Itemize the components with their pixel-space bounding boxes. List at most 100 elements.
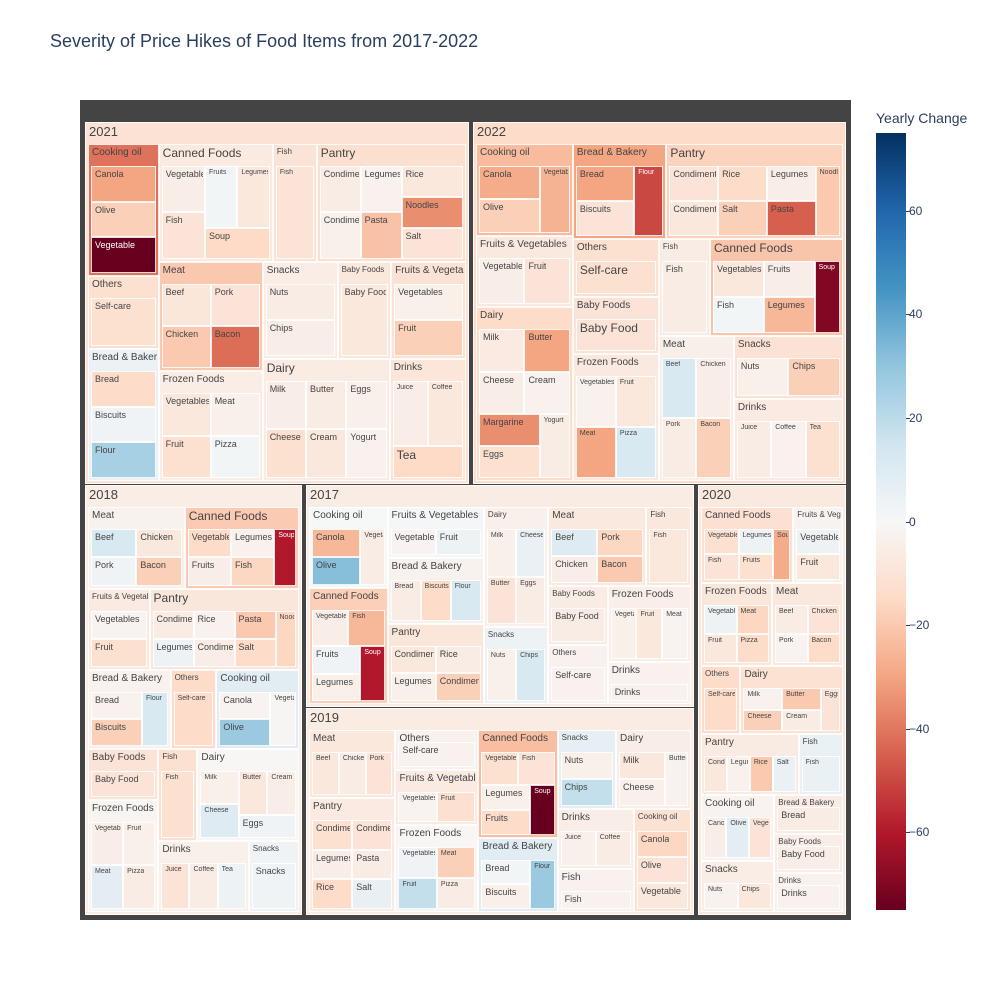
item-fish[interactable] — [704, 554, 739, 580]
item-soup[interactable] — [814, 261, 840, 333]
item-cream[interactable] — [306, 429, 347, 478]
item-pasta[interactable] — [352, 849, 393, 880]
item-butter[interactable] — [782, 687, 821, 710]
item-vegetables[interactable] — [479, 257, 525, 305]
item-condiments[interactable] — [704, 756, 727, 792]
item-bacon[interactable] — [597, 555, 644, 583]
item-canola[interactable] — [479, 166, 540, 200]
item-cheese[interactable] — [516, 529, 546, 577]
item-condiments[interactable] — [390, 645, 436, 674]
item-biscuits[interactable] — [91, 406, 156, 443]
item-rice[interactable] — [193, 610, 235, 639]
item-biscuits[interactable] — [91, 719, 143, 746]
item-self-care[interactable] — [704, 687, 738, 732]
item-salt[interactable] — [234, 639, 276, 668]
item-juice[interactable] — [161, 862, 190, 909]
item-butter[interactable] — [306, 380, 347, 430]
item-bacon[interactable] — [136, 557, 182, 586]
item-milk[interactable] — [743, 687, 783, 710]
item-beef[interactable] — [161, 283, 211, 327]
item-pork[interactable] — [91, 557, 137, 586]
item-pork[interactable] — [775, 633, 808, 663]
item-legumes[interactable] — [231, 529, 275, 558]
item-fruit[interactable] — [398, 877, 437, 909]
item-milk[interactable] — [618, 752, 665, 779]
item-milk[interactable] — [479, 329, 525, 372]
item-condiments[interactable] — [312, 820, 353, 850]
item-baby-food[interactable] — [575, 318, 656, 352]
item-baby-food[interactable] — [91, 770, 156, 797]
item-margarine[interactable] — [479, 414, 540, 447]
item-soup[interactable] — [773, 529, 791, 580]
item-nuts[interactable] — [265, 283, 335, 320]
item-vegetables[interactable] — [610, 607, 637, 659]
item-fruit[interactable] — [524, 257, 570, 305]
item-vegetables[interactable] — [704, 529, 739, 555]
item-cheese[interactable] — [743, 709, 783, 732]
item-flour[interactable] — [634, 166, 664, 237]
item-salt[interactable] — [718, 201, 767, 237]
item-bread[interactable] — [91, 692, 143, 719]
item-bread[interactable] — [481, 859, 531, 885]
item-legumes[interactable] — [237, 166, 270, 228]
item-nuts[interactable] — [736, 357, 789, 397]
item-fish[interactable] — [275, 166, 314, 259]
item-condiment[interactable] — [352, 820, 393, 850]
item-soup[interactable] — [530, 785, 555, 835]
item-fruits[interactable] — [187, 557, 232, 586]
item-olive[interactable] — [91, 201, 156, 238]
item-legumes[interactable] — [763, 297, 815, 333]
item-fruits[interactable] — [763, 261, 815, 298]
item-chips[interactable] — [516, 649, 546, 701]
item-legumes[interactable] — [726, 756, 750, 792]
item-biscuits[interactable] — [575, 201, 635, 237]
item-meat[interactable] — [736, 604, 769, 634]
item-fruits[interactable] — [204, 166, 238, 228]
item-tea[interactable] — [392, 445, 463, 478]
item-self-care[interactable] — [173, 692, 214, 746]
item-nuts[interactable] — [704, 882, 738, 909]
item-cream[interactable] — [782, 709, 821, 732]
item-vegetables[interactable] — [481, 752, 519, 786]
item-meat[interactable] — [210, 393, 260, 436]
item-vegetables[interactable] — [398, 791, 437, 822]
item-meat[interactable] — [91, 865, 124, 909]
item-rice[interactable] — [718, 166, 767, 202]
item-fish[interactable] — [161, 770, 195, 838]
item-nuts[interactable] — [486, 649, 517, 701]
item-snacks[interactable] — [251, 862, 296, 909]
item-legumes[interactable] — [360, 166, 402, 213]
item-legumes[interactable] — [766, 166, 816, 202]
item-fish[interactable] — [712, 297, 764, 333]
item-pasta[interactable] — [234, 610, 276, 639]
item-vegetables[interactable] — [187, 529, 232, 558]
item-condiments[interactable] — [669, 166, 719, 202]
item-fruits[interactable] — [481, 809, 531, 835]
item-bread[interactable] — [777, 806, 840, 831]
treemap[interactable]: 2021 Cooking oil Canola Olive Vegetable Other… — [80, 100, 851, 920]
item-fruit[interactable] — [636, 607, 663, 659]
item-beef[interactable] — [661, 357, 697, 418]
item-yogurt[interactable] — [346, 429, 387, 478]
item-noodles[interactable] — [401, 196, 463, 228]
item-fish[interactable] — [649, 529, 688, 583]
item-olive[interactable] — [726, 816, 749, 858]
item-fish[interactable] — [161, 212, 205, 259]
item-vegetables[interactable] — [91, 821, 124, 866]
item-coffee[interactable] — [427, 380, 463, 446]
item-rice[interactable] — [312, 879, 353, 909]
item-legumes[interactable] — [738, 529, 774, 555]
item-butter[interactable] — [238, 770, 268, 816]
item-meat[interactable] — [575, 427, 616, 478]
item-vegetables[interactable] — [161, 166, 205, 213]
item-soup[interactable] — [360, 646, 385, 701]
item-coffee[interactable] — [771, 421, 806, 478]
item-chicken[interactable] — [161, 326, 211, 369]
item-coffee[interactable] — [189, 862, 218, 909]
item-tea[interactable] — [217, 862, 246, 909]
item-pizza[interactable] — [123, 865, 156, 909]
item-salt[interactable] — [401, 227, 463, 259]
item-beef[interactable] — [312, 752, 339, 796]
item-vegetables[interactable] — [91, 610, 147, 639]
item-vegetables[interactable] — [796, 529, 840, 555]
